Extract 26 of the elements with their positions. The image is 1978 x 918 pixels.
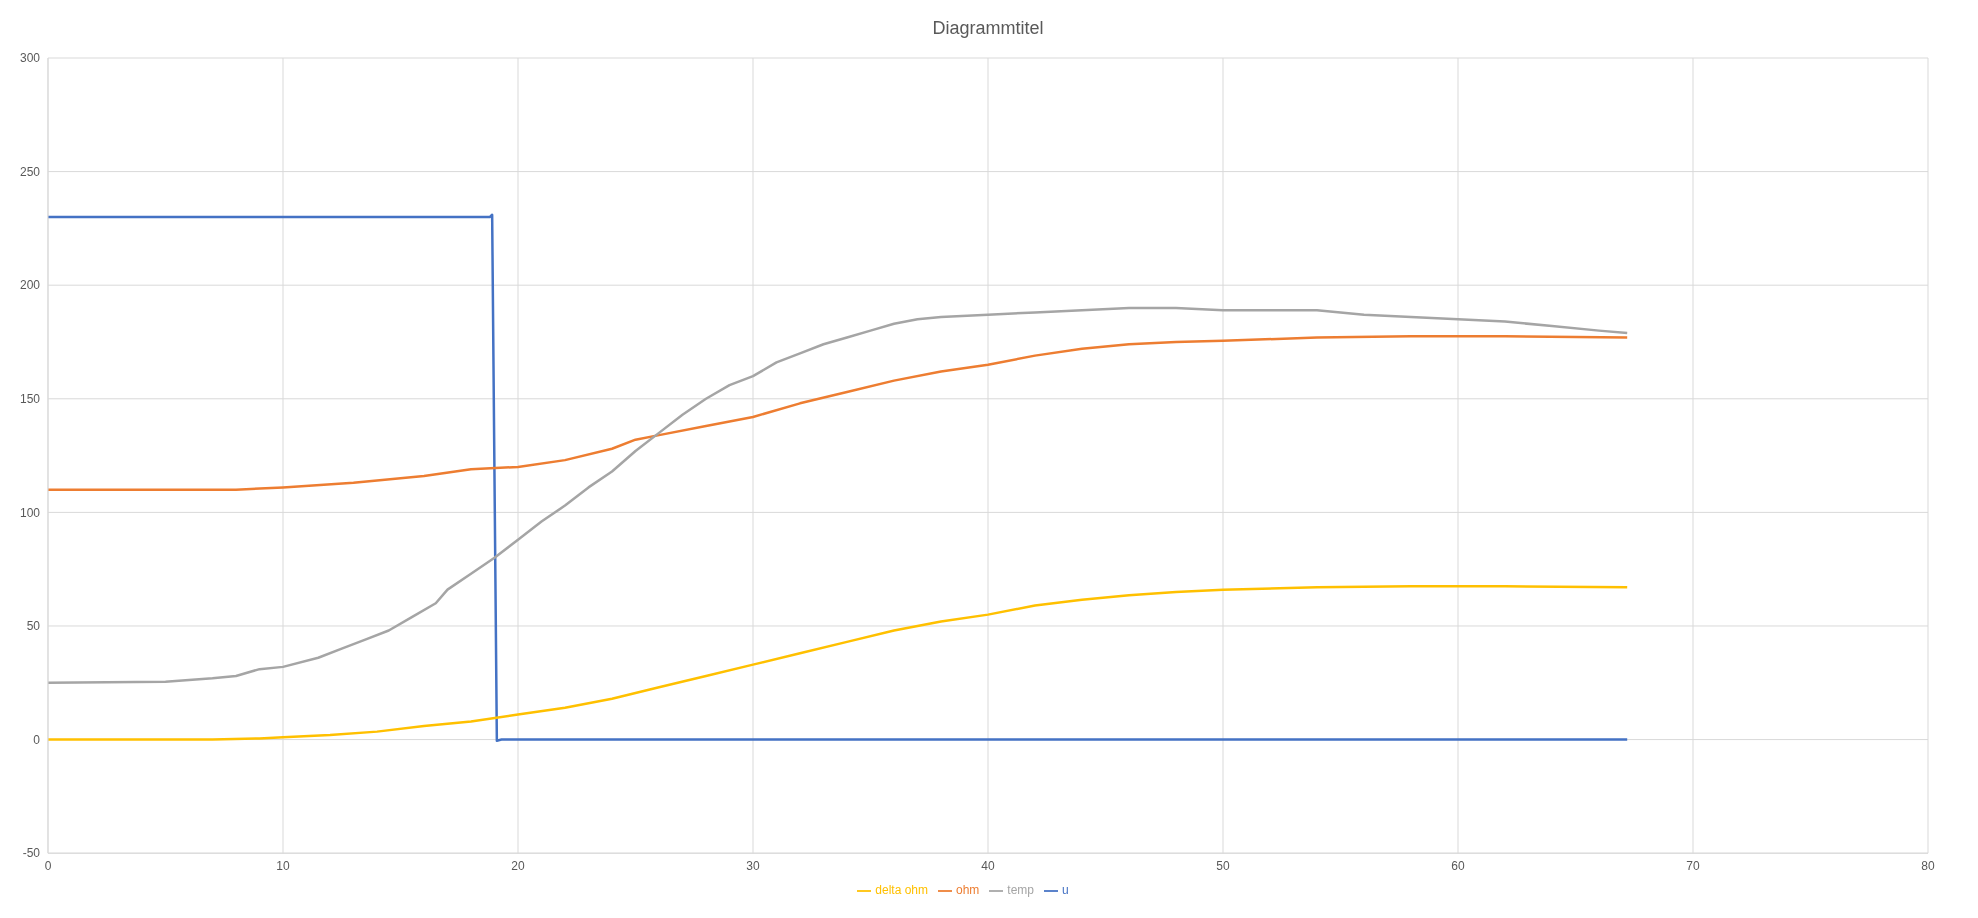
x-tick-label: 10 xyxy=(276,858,290,873)
x-tick-label: 40 xyxy=(981,858,995,873)
y-tick-label: -50 xyxy=(22,846,41,861)
x-tick-label: 80 xyxy=(1921,858,1935,873)
legend-label: u xyxy=(1062,883,1069,898)
y-tick-label: 50 xyxy=(26,619,41,634)
y-tick-label: 300 xyxy=(19,51,41,66)
y-tick-label: 200 xyxy=(19,278,41,293)
x-tick-label: 30 xyxy=(746,858,760,873)
legend-label: temp xyxy=(1007,883,1035,898)
x-tick-label: 70 xyxy=(1686,858,1700,873)
line-series xyxy=(48,584,1629,741)
chart-title: Diagrammtitel xyxy=(931,17,1045,40)
y-tick-label: 250 xyxy=(19,164,41,179)
x-tick-label: 0 xyxy=(44,858,52,873)
legend-label: delta ohm xyxy=(875,883,928,898)
line-series xyxy=(48,213,1629,742)
y-tick-label: 100 xyxy=(19,505,41,520)
y-tick-label: 0 xyxy=(33,732,41,747)
legend-label: ohm xyxy=(955,883,980,898)
x-tick-label: 20 xyxy=(511,858,525,873)
line-series xyxy=(48,335,1629,491)
x-tick-label: 50 xyxy=(1216,858,1230,873)
line-series xyxy=(48,306,1629,685)
y-tick-label: 150 xyxy=(19,392,41,407)
x-tick-label: 60 xyxy=(1451,858,1465,873)
